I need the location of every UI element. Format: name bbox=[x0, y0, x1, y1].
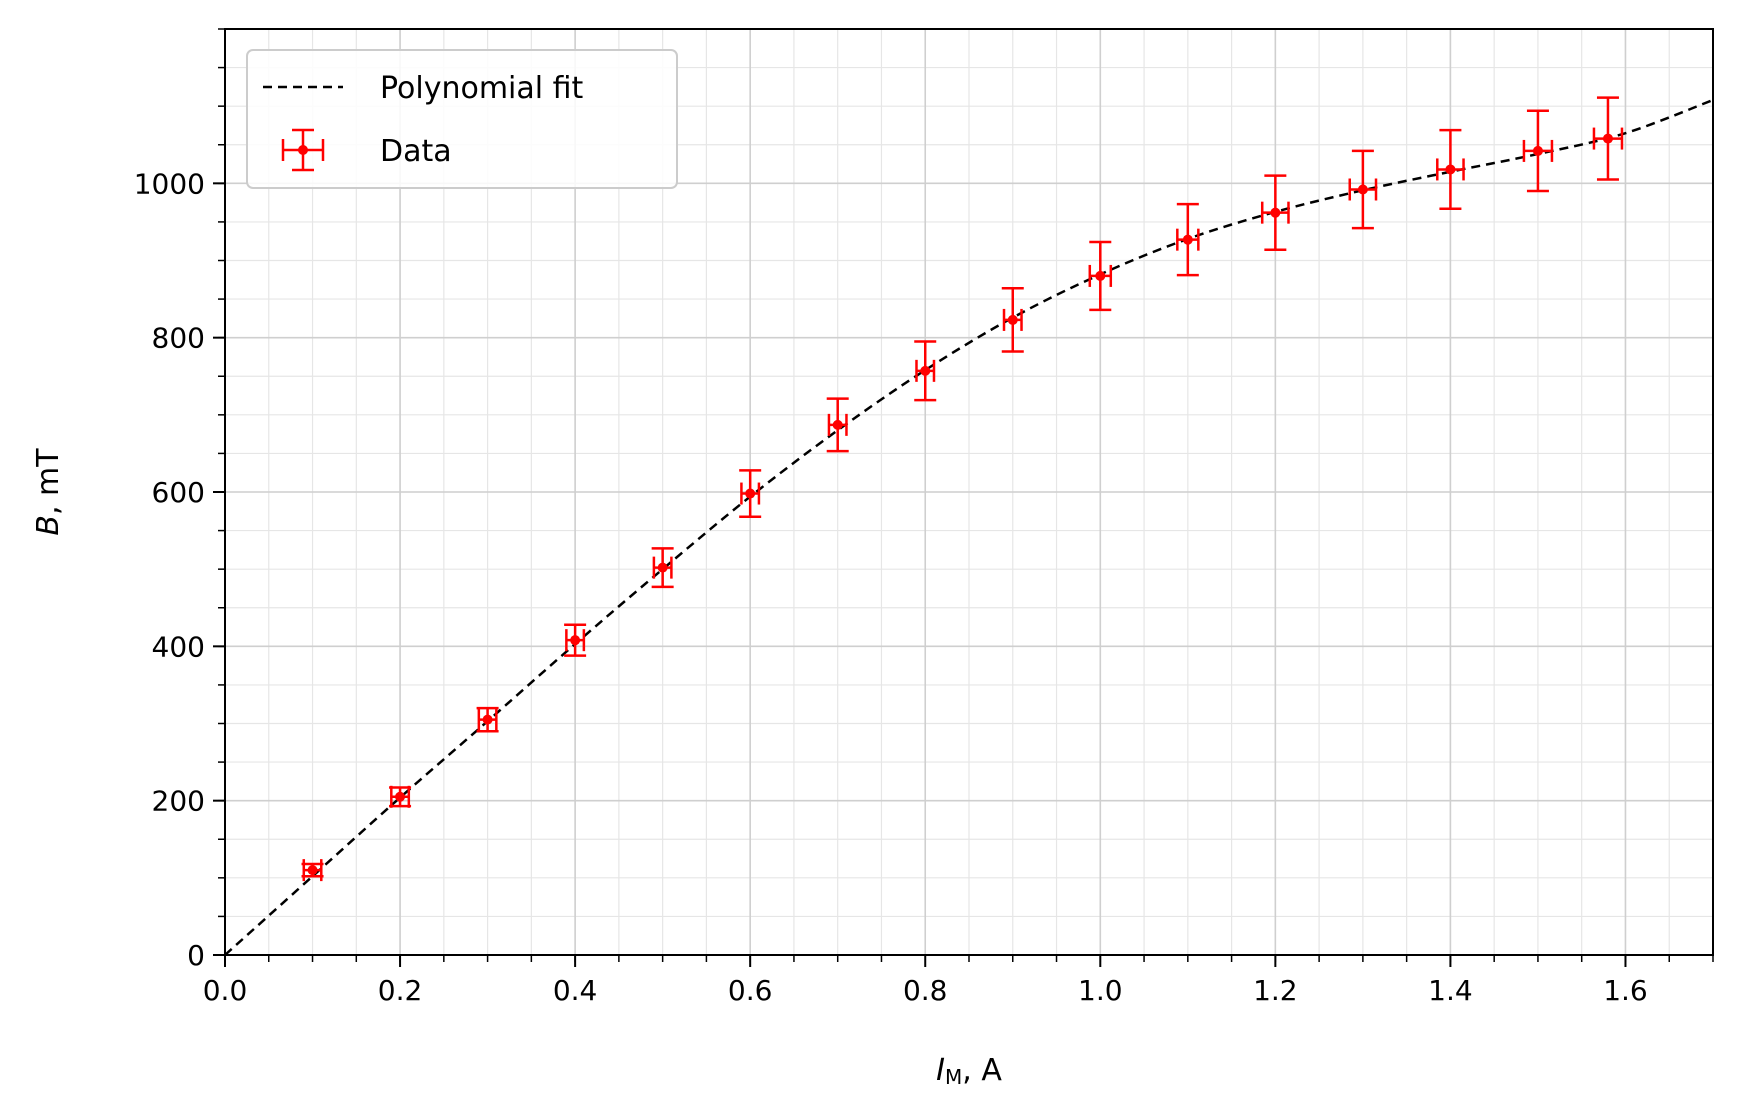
y-axis-unit: , mT bbox=[31, 448, 66, 515]
x-tick-label: 0.2 bbox=[378, 974, 423, 1007]
x-axis-var: I bbox=[936, 1053, 945, 1088]
x-tick-label: 1.6 bbox=[1603, 974, 1648, 1007]
data-point-group bbox=[476, 706, 499, 733]
x-tick-label: 0.4 bbox=[553, 974, 598, 1007]
y-tick-label: 1000 bbox=[134, 167, 205, 200]
x-tick-label: 0.0 bbox=[203, 974, 248, 1007]
data-point bbox=[657, 562, 668, 573]
data-point-group bbox=[1436, 128, 1465, 211]
data-point-group bbox=[1088, 240, 1113, 312]
data-point bbox=[1602, 133, 1613, 144]
y-tick-label: 400 bbox=[152, 630, 205, 663]
ticks-layer bbox=[213, 28, 1714, 967]
data-point-group bbox=[1592, 96, 1624, 181]
data-point-group bbox=[739, 469, 762, 518]
legend-fit-label: Polynomial fit bbox=[380, 71, 584, 106]
legend-data-swatch bbox=[281, 128, 325, 172]
data-point bbox=[1007, 314, 1018, 325]
data-point-group bbox=[1348, 149, 1378, 230]
data-point-group bbox=[1001, 287, 1024, 353]
data-point bbox=[1532, 145, 1543, 156]
data-point bbox=[395, 791, 406, 802]
y-tick-label: 0 bbox=[187, 939, 205, 972]
data-point-group bbox=[651, 547, 674, 589]
data-point-group bbox=[564, 623, 587, 657]
data-point-group bbox=[389, 785, 412, 808]
data-point-group bbox=[1176, 202, 1200, 277]
x-axis-unit: , A bbox=[962, 1053, 1002, 1088]
data-point-group bbox=[826, 397, 849, 453]
legend-box bbox=[246, 49, 678, 189]
x-tick-label: 0.6 bbox=[728, 974, 773, 1007]
data-point bbox=[832, 419, 843, 430]
data-point bbox=[1357, 184, 1368, 195]
data-point bbox=[482, 714, 493, 725]
y-axis-var: B bbox=[31, 515, 66, 536]
data-point bbox=[1095, 270, 1106, 281]
y-axis-label: B, mT bbox=[31, 448, 66, 536]
data-point bbox=[745, 488, 756, 499]
data-layer bbox=[301, 96, 1624, 882]
legend-data-label: Data bbox=[380, 134, 452, 169]
x-tick-label: 1.2 bbox=[1253, 974, 1298, 1007]
x-tick-labels: 0.0 0.2 0.4 0.6 0.8 1.0 1.2 1.4 1.6 bbox=[203, 974, 1648, 1007]
data-point-group bbox=[301, 859, 324, 882]
data-point bbox=[1445, 164, 1456, 175]
y-tick-labels: 0 200 400 600 800 1000 bbox=[134, 167, 205, 972]
x-tick-label: 1.4 bbox=[1428, 974, 1473, 1007]
x-tick-label: 0.8 bbox=[903, 974, 948, 1007]
x-axis-subscript: M bbox=[945, 1065, 962, 1089]
data-point bbox=[570, 635, 581, 646]
data-point-group bbox=[1260, 174, 1290, 251]
legend-data-marker bbox=[298, 145, 308, 155]
data-point bbox=[1270, 207, 1281, 218]
x-axis-label: IM, A bbox=[936, 1053, 1002, 1089]
legend: Polynomial fit Data bbox=[246, 49, 678, 189]
data-point bbox=[307, 865, 318, 876]
data-point bbox=[1182, 234, 1193, 245]
data-point-group bbox=[914, 340, 937, 402]
y-tick-label: 600 bbox=[152, 476, 205, 509]
x-tick-label: 1.0 bbox=[1078, 974, 1123, 1007]
y-tick-label: 800 bbox=[152, 322, 205, 355]
data-point-group bbox=[1522, 109, 1554, 193]
data-point bbox=[920, 365, 931, 376]
y-tick-label: 200 bbox=[152, 785, 205, 818]
